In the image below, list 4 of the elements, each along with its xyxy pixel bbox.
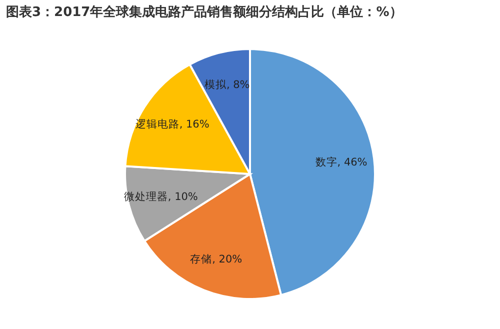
slice-label: 逻辑电路, 16% <box>135 118 210 131</box>
slice-label: 数字, 46% <box>315 155 368 168</box>
chart-title: 图表3：2017年全球集成电路产品销售额细分结构占比（单位：%） <box>6 4 402 20</box>
slice-label: 存储, 20% <box>190 254 242 266</box>
